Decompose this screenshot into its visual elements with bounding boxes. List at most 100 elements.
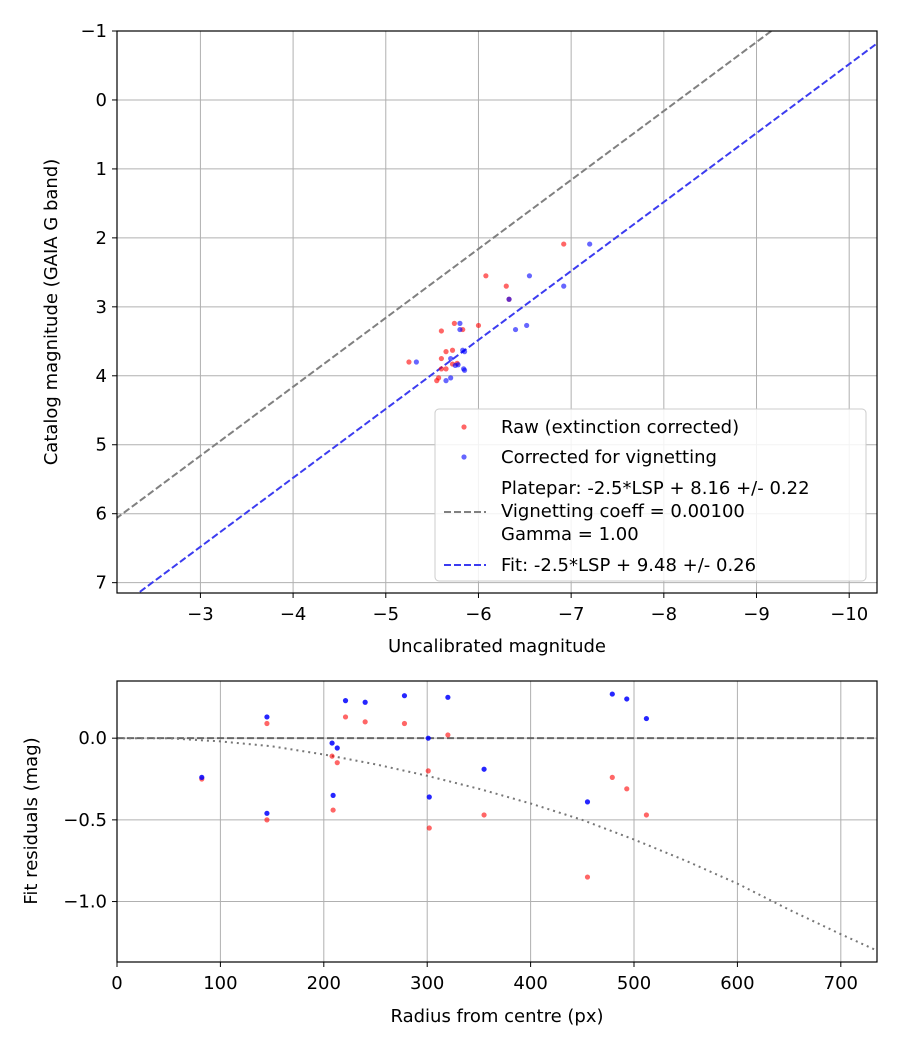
corrected-residual-point xyxy=(584,799,591,805)
top-x-tick-label: −9 xyxy=(743,604,770,625)
corrected-point xyxy=(455,362,461,368)
corrected-point xyxy=(524,322,530,329)
raw-residual-point xyxy=(330,807,336,813)
legend-label-raw: Raw (extinction corrected) xyxy=(501,417,739,438)
raw-residual-point xyxy=(584,874,591,880)
corrected-residual-point xyxy=(481,766,487,772)
corrected-residual-point xyxy=(445,694,451,700)
bottom-x-tick-label: 300 xyxy=(410,973,444,994)
corrected-residual-point xyxy=(264,714,270,720)
corrected-point xyxy=(448,375,454,381)
corrected-point xyxy=(460,347,466,353)
bottom-x-tick-label: 0 xyxy=(111,973,122,994)
legend-marker-corrected xyxy=(461,454,467,460)
legend-label-platepar: Platepar: -2.5*LSP + 8.16 +/- 0.22 Vigne… xyxy=(501,478,815,545)
bottom-y-ticks: 0.0 −0.5 −1.0 xyxy=(63,728,117,913)
legend-marker-raw xyxy=(461,424,467,430)
corrected-residual-point xyxy=(426,794,432,800)
legend: Raw (extinction corrected) Corrected for… xyxy=(434,408,867,582)
raw-residual-point xyxy=(481,812,487,818)
top-y-tick-label: −1 xyxy=(80,21,107,42)
bottom-x-axis-label: Radius from centre (px) xyxy=(390,1006,603,1027)
raw-residual-point xyxy=(362,719,368,725)
corrected-residual-point xyxy=(643,715,650,722)
corrected-residual-point xyxy=(199,774,205,780)
top-scatter-points xyxy=(406,241,593,384)
raw-point xyxy=(483,273,489,279)
raw-point xyxy=(449,347,456,353)
raw-point xyxy=(443,349,449,355)
raw-residual-point xyxy=(624,786,630,792)
corrected-residual-point xyxy=(342,698,349,704)
raw-point xyxy=(406,359,412,365)
raw-point xyxy=(451,320,457,326)
top-y-tick-label: 7 xyxy=(96,573,107,594)
corrected-point xyxy=(587,241,593,247)
top-y-tick-label: 4 xyxy=(96,366,107,387)
legend-label-fit: Fit: -2.5*LSP + 9.48 +/- 0.26 xyxy=(501,555,756,576)
top-y-tick-label: 0 xyxy=(96,90,107,111)
raw-residual-point xyxy=(329,753,335,759)
top-x-tick-label: −5 xyxy=(373,604,400,625)
bottom-x-tick-label: 200 xyxy=(307,973,341,994)
legend-box xyxy=(434,408,867,582)
top-x-tick-label: −10 xyxy=(830,604,868,625)
top-x-tick-label: −8 xyxy=(651,604,678,625)
top-x-axis-label: Uncalibrated magnitude xyxy=(388,636,606,657)
raw-point xyxy=(438,328,444,334)
bottom-y-tick-label: −0.5 xyxy=(63,810,107,831)
corrected-point xyxy=(526,273,533,279)
bottom-x-tick-label: 500 xyxy=(617,973,651,994)
corrected-point xyxy=(457,320,463,326)
raw-residual-point xyxy=(425,768,431,774)
top-x-ticks: −3 −4 −5 −6 −7 −8 −9 −10 xyxy=(187,593,868,625)
top-y-tick-label: 5 xyxy=(96,435,107,456)
corrected-point xyxy=(448,355,454,362)
raw-residual-point xyxy=(643,812,650,818)
raw-residual-point xyxy=(445,732,451,738)
top-y-axis-label: Catalog magnitude (GAIA G band) xyxy=(41,159,62,466)
corrected-residual-point xyxy=(425,735,431,741)
corrected-residual-point xyxy=(362,699,368,705)
raw-residual-point xyxy=(426,825,432,831)
top-y-tick-label: 3 xyxy=(96,297,107,318)
bottom-y-axis-label: Fit residuals (mag) xyxy=(21,737,42,904)
corrected-residual-point xyxy=(329,740,335,746)
raw-residual-point xyxy=(609,774,615,780)
bottom-reference-lines xyxy=(117,737,877,952)
bottom-y-tick-label: −1.0 xyxy=(63,892,107,913)
top-x-tick-label: −4 xyxy=(280,604,307,625)
raw-point xyxy=(438,366,444,372)
corrected-residual-point xyxy=(609,691,615,697)
bottom-panel: 0 100 200 300 400 500 600 700 0.0 −0.5 −1.0 Radiu… xyxy=(21,680,878,1027)
raw-residual-point xyxy=(342,714,349,720)
corrected-residual-point xyxy=(334,745,340,751)
corrected-point xyxy=(457,326,463,333)
raw-residual-point xyxy=(401,720,408,727)
bottom-plot-frame xyxy=(116,680,878,963)
corrected-point xyxy=(461,367,468,373)
bottom-x-ticks: 0 100 200 300 400 500 600 700 xyxy=(111,962,858,994)
bottom-y-tick-label: 0.0 xyxy=(78,728,107,749)
bottom-x-tick-label: 400 xyxy=(513,973,547,994)
corrected-point xyxy=(506,296,512,302)
bottom-scatter-points xyxy=(199,691,650,880)
raw-point xyxy=(475,322,482,329)
bottom-x-tick-label: 100 xyxy=(203,973,237,994)
raw-residual-point xyxy=(264,720,270,727)
bottom-x-tick-label: 600 xyxy=(720,973,754,994)
fit-line xyxy=(136,42,877,593)
corrected-residual-point xyxy=(401,693,408,699)
corrected-residual-point xyxy=(624,696,630,702)
top-x-tick-label: −6 xyxy=(465,604,492,625)
raw-point xyxy=(503,283,509,289)
top-x-tick-label: −7 xyxy=(558,604,585,625)
corrected-residual-point xyxy=(264,810,270,816)
top-fit-lines xyxy=(117,31,877,593)
legend-label-corrected: Corrected for vignetting xyxy=(501,447,717,468)
top-y-tick-label: 2 xyxy=(96,228,107,249)
raw-residual-point xyxy=(264,817,270,823)
top-y-tick-label: 1 xyxy=(96,159,107,180)
